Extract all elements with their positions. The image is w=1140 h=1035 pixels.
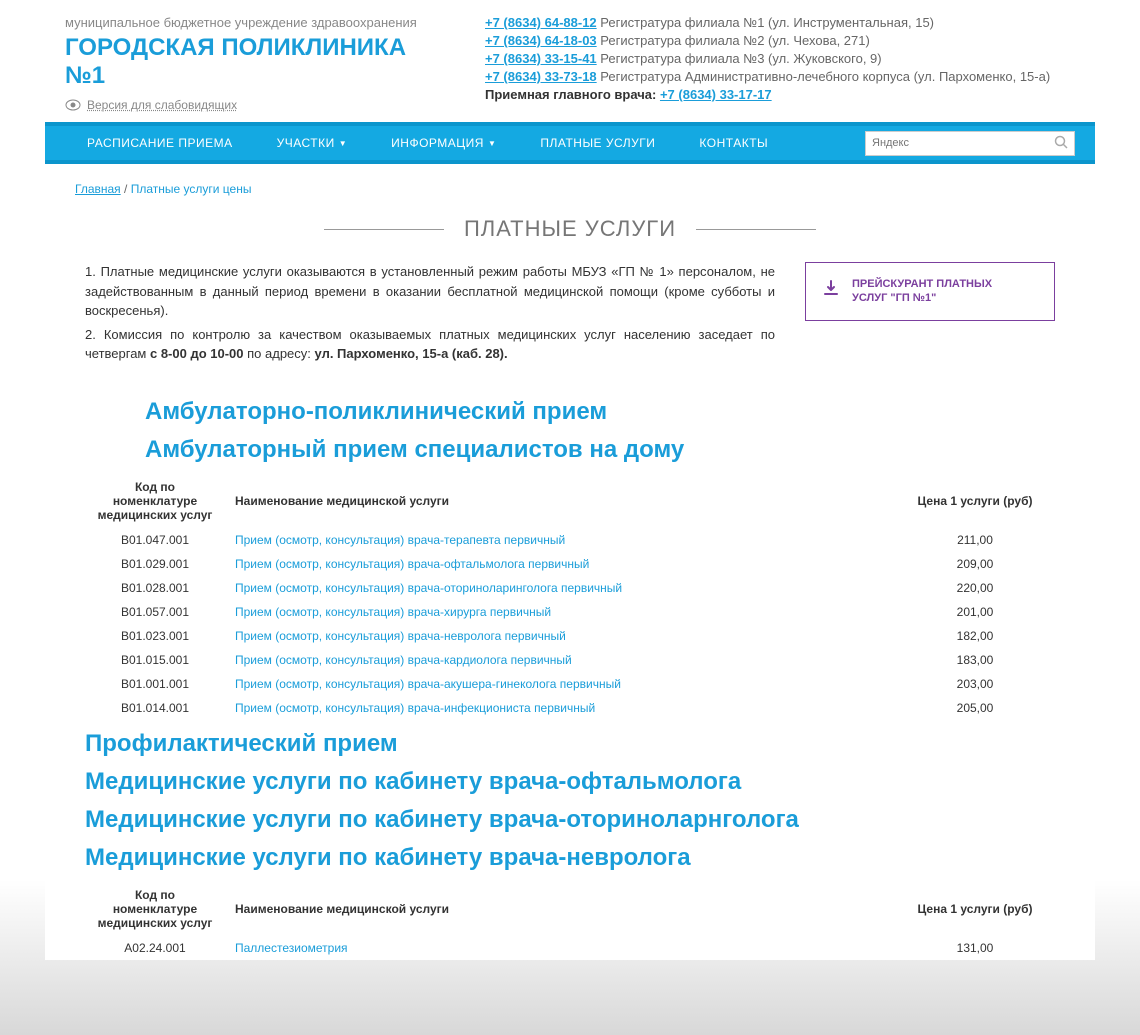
table-row: А02.24.001Паллестезиометрия131,00 [85,936,1055,960]
phone-link-2[interactable]: +7 (8634) 33-15-41 [485,51,597,66]
intro-text: 1. Платные медицинские услуги оказываютс… [85,262,775,368]
nav-item-3[interactable]: ПЛАТНЫЕ УСЛУГИ [518,126,677,160]
cell-price: 211,00 [895,528,1055,552]
cell-name[interactable]: Прием (осмотр, консультация) врача-акуше… [225,672,895,696]
download-icon [822,279,840,303]
cell-name[interactable]: Прием (осмотр, консультация) врача-невро… [225,624,895,648]
cell-price: 201,00 [895,600,1055,624]
page-title-row: ПЛАТНЫЕ УСЛУГИ [45,206,1095,262]
page-title: ПЛАТНЫЕ УСЛУГИ [444,216,696,242]
cell-name[interactable]: Прием (осмотр, консультация) врача-хирур… [225,600,895,624]
phone-link-0[interactable]: +7 (8634) 64-88-12 [485,15,597,30]
chevron-down-icon: ▼ [339,139,347,148]
eye-icon [65,99,81,111]
table-row: В01.023.001Прием (осмотр, консультация) … [85,624,1055,648]
nav-item-2[interactable]: ИНФОРМАЦИЯ▼ [369,126,518,160]
section-heading-4[interactable]: Медицинские услуги по кабинету врача-ото… [85,806,1055,834]
cell-code: В01.014.001 [85,696,225,720]
section-heading-0[interactable]: Амбулаторно-поликлинический прием [85,398,1055,426]
cell-price: 182,00 [895,624,1055,648]
table-row: В01.015.001Прием (осмотр, консультация) … [85,648,1055,672]
cell-price: 183,00 [895,648,1055,672]
table-row: В01.001.001Прием (осмотр, консультация) … [85,672,1055,696]
breadcrumb-current: Платные услуги цены [131,182,252,196]
cell-price: 209,00 [895,552,1055,576]
nav-item-0[interactable]: РАСПИСАНИЕ ПРИЕМА [65,126,255,160]
price-list-button[interactable]: ПРЕЙСКУРАНТ ПЛАТНЫХ УСЛУГ "ГП №1" [805,262,1055,321]
org-name[interactable]: ГОРОДСКАЯ ПОЛИКЛИНИКА №1 [65,34,445,90]
th-name: Наименование медицинской услуги [225,882,895,936]
accessibility-label: Версия для слабовидящих [87,98,237,112]
table-row: В01.047.001Прием (осмотр, консультация) … [85,528,1055,552]
search-box[interactable] [865,131,1075,156]
cell-code: В01.001.001 [85,672,225,696]
section-heading-1[interactable]: Амбулаторный прием специалистов на дому [85,436,1055,464]
breadcrumb: Главная / Платные услуги цены [45,164,1095,206]
chief-label: Приемная главного врача: [485,87,656,102]
cell-name[interactable]: Прием (осмотр, консультация) врача-отори… [225,576,895,600]
table-row: В01.028.001Прием (осмотр, консультация) … [85,576,1055,600]
cell-code: В01.015.001 [85,648,225,672]
th-price: Цена 1 услуги (руб) [895,474,1055,528]
table-row: В01.029.001Прием (осмотр, консультация) … [85,552,1055,576]
cell-name[interactable]: Паллестезиометрия [225,936,895,960]
phone-desc-3: Регистратура Административно-лечебного к… [600,69,1050,84]
nav-item-4[interactable]: КОНТАКТЫ [677,126,790,160]
price-btn-line2: УСЛУГ "ГП №1" [852,291,992,305]
price-table-5: Код по номенклатуре медицинских услугНаи… [85,882,1055,960]
sections: Амбулаторно-поликлинический прием Амбулат… [85,398,1055,960]
phone-desc-2: Регистратура филиала №3 (ул. Жуковского,… [600,51,881,66]
search-icon[interactable] [1054,135,1068,152]
chief-phone[interactable]: +7 (8634) 33-17-17 [660,87,772,102]
accessibility-link[interactable]: Версия для слабовидящих [65,98,445,112]
cell-name[interactable]: Прием (осмотр, консультация) врача-терап… [225,528,895,552]
nav-item-1[interactable]: УЧАСТКИ▼ [255,126,370,160]
cell-code: В01.028.001 [85,576,225,600]
cell-code: В01.047.001 [85,528,225,552]
search-input[interactable] [872,137,1054,149]
phone-desc-0: Регистратура филиала №1 (ул. Инструмента… [600,15,934,30]
th-name: Наименование медицинской услуги [225,474,895,528]
org-type: муниципальное бюджетное учреждение здрав… [65,15,445,30]
cell-name[interactable]: Прием (осмотр, консультация) врача-инфек… [225,696,895,720]
chevron-down-icon: ▼ [488,139,496,148]
cell-price: 220,00 [895,576,1055,600]
th-code: Код по номенклатуре медицинских услуг [85,882,225,936]
phone-link-3[interactable]: +7 (8634) 33-73-18 [485,69,597,84]
cell-code: В01.057.001 [85,600,225,624]
th-code: Код по номенклатуре медицинских услуг [85,474,225,528]
section-heading-5[interactable]: Медицинские услуги по кабинету врача-нев… [85,844,1055,872]
th-price: Цена 1 услуги (руб) [895,882,1055,936]
main-nav: РАСПИСАНИЕ ПРИЕМАУЧАСТКИ▼ИНФОРМАЦИЯ▼ПЛАТ… [45,122,1095,164]
section-heading-2[interactable]: Профилактический прием [85,730,1055,758]
cell-name[interactable]: Прием (осмотр, консультация) врача-карди… [225,648,895,672]
table-row: В01.014.001Прием (осмотр, консультация) … [85,696,1055,720]
contact-block: +7 (8634) 64-88-12 Регистратура филиала … [485,15,1075,112]
site-header: муниципальное бюджетное учреждение здрав… [45,0,1095,122]
cell-price: 131,00 [895,936,1055,960]
breadcrumb-sep: / [124,182,127,196]
cell-price: 205,00 [895,696,1055,720]
cell-name[interactable]: Прием (осмотр, консультация) врача-офтал… [225,552,895,576]
cell-price: 203,00 [895,672,1055,696]
phone-link-1[interactable]: +7 (8634) 64-18-03 [485,33,597,48]
phone-desc-1: Регистратура филиала №2 (ул. Чехова, 271… [600,33,870,48]
table-row: В01.057.001Прием (осмотр, консультация) … [85,600,1055,624]
price-btn-line1: ПРЕЙСКУРАНТ ПЛАТНЫХ [852,277,992,291]
cell-code: В01.023.001 [85,624,225,648]
breadcrumb-home[interactable]: Главная [75,182,121,196]
section-heading-3[interactable]: Медицинские услуги по кабинету врача-офт… [85,768,1055,796]
price-table-1: Код по номенклатуре медицинских услугНаи… [85,474,1055,720]
cell-code: А02.24.001 [85,936,225,960]
cell-code: В01.029.001 [85,552,225,576]
